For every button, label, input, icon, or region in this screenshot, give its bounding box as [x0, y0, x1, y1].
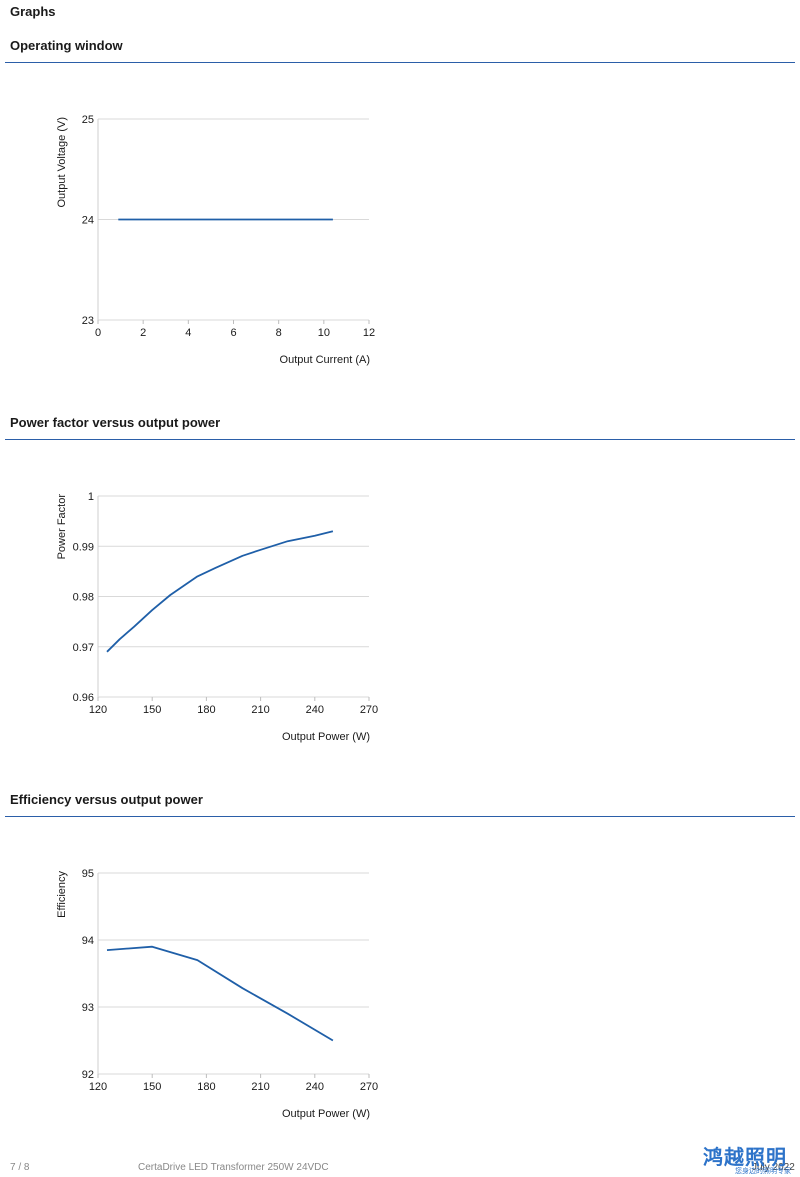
y-tick-label: 24: [82, 215, 94, 227]
y-axis-title: Efficiency: [56, 871, 68, 918]
power-factor-chart: 0.96 0.97 0.98 0.99 1 120 150 180 210 240 270 Outpu…: [56, 491, 378, 743]
x-tick-label: 240: [306, 704, 324, 716]
x-tick-label: 150: [143, 704, 161, 716]
y-axis-title: Output Voltage (V): [56, 117, 68, 208]
section-title: Power factor versus output power: [10, 415, 221, 430]
x-axis-title: Output Power (W): [282, 1108, 370, 1120]
section-title: Efficiency versus output power: [10, 792, 203, 807]
x-tick-label: 4: [185, 327, 191, 339]
y-tick-label: 1: [88, 491, 94, 503]
y-tick-label: 25: [82, 114, 94, 126]
x-tick-label: 270: [360, 1081, 378, 1093]
x-tick-label: 180: [197, 1081, 215, 1093]
x-tick-label: 180: [197, 704, 215, 716]
brand-subtitle: 您身边的照明专家: [735, 1167, 791, 1175]
y-axis-title: Power Factor: [56, 494, 68, 560]
y-tick-label: 0.96: [73, 692, 94, 704]
y-tick-label: 0.99: [73, 541, 94, 553]
y-tick-label: 23: [82, 315, 94, 327]
product-name: CertaDrive LED Transformer 250W 24VDC: [138, 1162, 329, 1173]
section-divider: [5, 62, 795, 63]
brand-watermark: 鸿越照明 您身边的照明专家: [703, 1141, 795, 1177]
section-title: Operating window: [10, 38, 123, 53]
y-tick-label: 92: [82, 1069, 94, 1081]
x-tick-label: 210: [251, 1081, 269, 1093]
x-tick-label: 2: [140, 327, 146, 339]
x-tick-label: 8: [276, 327, 282, 339]
x-tick-label: 120: [89, 1081, 107, 1093]
page-heading: Graphs: [10, 4, 56, 19]
x-tick-label: 270: [360, 704, 378, 716]
efficiency-chart: 92 93 94 95 120 150 180 210 240 270 Output Power (…: [56, 868, 378, 1120]
x-tick-label: 10: [318, 327, 330, 339]
x-tick-label: 240: [306, 1081, 324, 1093]
series-line: [106, 530, 334, 653]
section-divider: [5, 439, 795, 440]
page-number: 7 / 8: [10, 1162, 30, 1173]
x-tick-label: 210: [251, 704, 269, 716]
y-tick-label: 93: [82, 1002, 94, 1014]
y-tick-label: 94: [82, 935, 94, 947]
x-tick-label: 12: [363, 327, 375, 339]
x-axis-title: Output Power (W): [282, 731, 370, 743]
x-tick-label: 120: [89, 704, 107, 716]
publication-date: July 2022: [752, 1162, 795, 1173]
x-tick-label: 0: [95, 327, 101, 339]
x-axis-title: Output Current (A): [280, 354, 370, 366]
y-tick-label: 0.97: [73, 642, 94, 654]
x-tick-label: 6: [230, 327, 236, 339]
x-tick-label: 150: [143, 1081, 161, 1093]
y-tick-label: 95: [82, 868, 94, 880]
series-line: [106, 945, 334, 1042]
section-divider: [5, 816, 795, 817]
y-tick-label: 0.98: [73, 592, 94, 604]
brand-name: 鸿越照明: [703, 1145, 787, 1169]
